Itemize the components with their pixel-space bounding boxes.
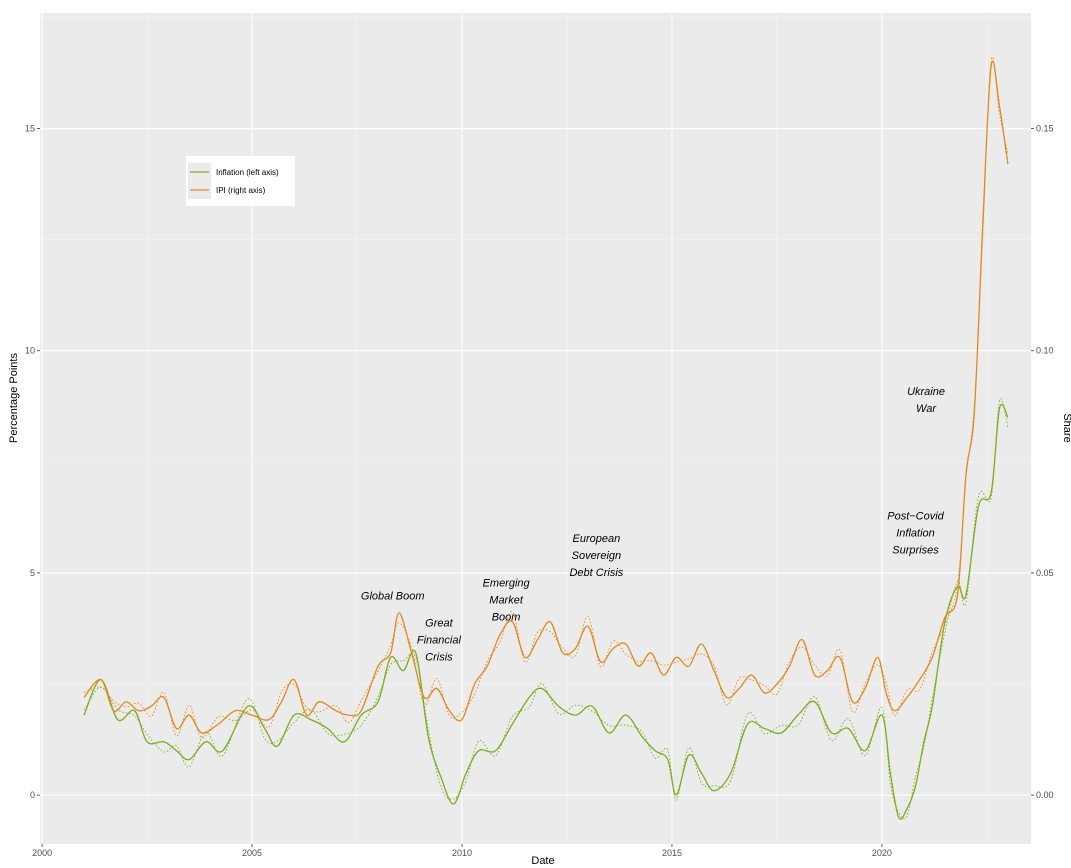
y-left-tick-label: 15	[25, 124, 35, 134]
x-tick-label: 2000	[32, 848, 52, 858]
y-right-tick-label: 0.05	[1036, 568, 1054, 578]
annotation-label: European Sovereign Debt Crisis	[569, 533, 623, 579]
y-right-tick-label: 0.15	[1036, 124, 1054, 134]
y-right-tick-label: 0.10	[1036, 346, 1054, 356]
annotation-label: Emerging Market Boom	[483, 577, 531, 623]
grid-minor	[40, 13, 1031, 844]
legend-label-ipi: IPI (right axis)	[216, 186, 266, 195]
y-right-axis: 0.00 0.05 0.10 0.15	[1031, 124, 1054, 800]
series-layer	[83, 56, 1009, 820]
x-axis: 2000 2005 2010 2015 2020	[32, 844, 892, 858]
x-tick-label: 2010	[452, 848, 472, 858]
legend: Inflation (left axis) IPI (right axis)	[186, 156, 295, 206]
annotation-label: Great Financial Crisis	[417, 617, 462, 663]
x-tick-label: 2020	[872, 848, 892, 858]
grid-major	[40, 13, 1031, 844]
annotation-label: Global Boom	[361, 591, 425, 603]
y-left-axis: 0 5 10 15	[25, 124, 40, 800]
legend-item-inflation: Inflation (left axis)	[188, 163, 279, 181]
x-tick-label: 2005	[242, 848, 262, 858]
annotation-layer: Global Boom Great Financial Crisis Emerging M…	[361, 386, 945, 663]
y-right-tick-label: 0.00	[1036, 790, 1054, 800]
legend-item-ipi: IPI (right axis)	[188, 181, 266, 199]
plot-panel	[40, 13, 1031, 844]
y-left-axis-title: Percentage Points	[8, 353, 20, 443]
series-ipi-line	[83, 60, 1009, 734]
legend-label-inflation: Inflation (left axis)	[216, 168, 279, 177]
y-right-axis-title: Share	[1061, 413, 1071, 442]
annotation-label: Ukraine War	[907, 386, 945, 415]
y-left-tick-label: 0	[30, 790, 35, 800]
annotation-label: Post−Covid Inflation Surprises	[887, 511, 944, 557]
series-inflation-line	[83, 403, 1009, 820]
y-left-tick-label: 5	[30, 568, 35, 578]
y-left-tick-label: 10	[25, 346, 35, 356]
x-axis-title: Date	[531, 855, 554, 867]
x-tick-label: 2015	[662, 848, 682, 858]
